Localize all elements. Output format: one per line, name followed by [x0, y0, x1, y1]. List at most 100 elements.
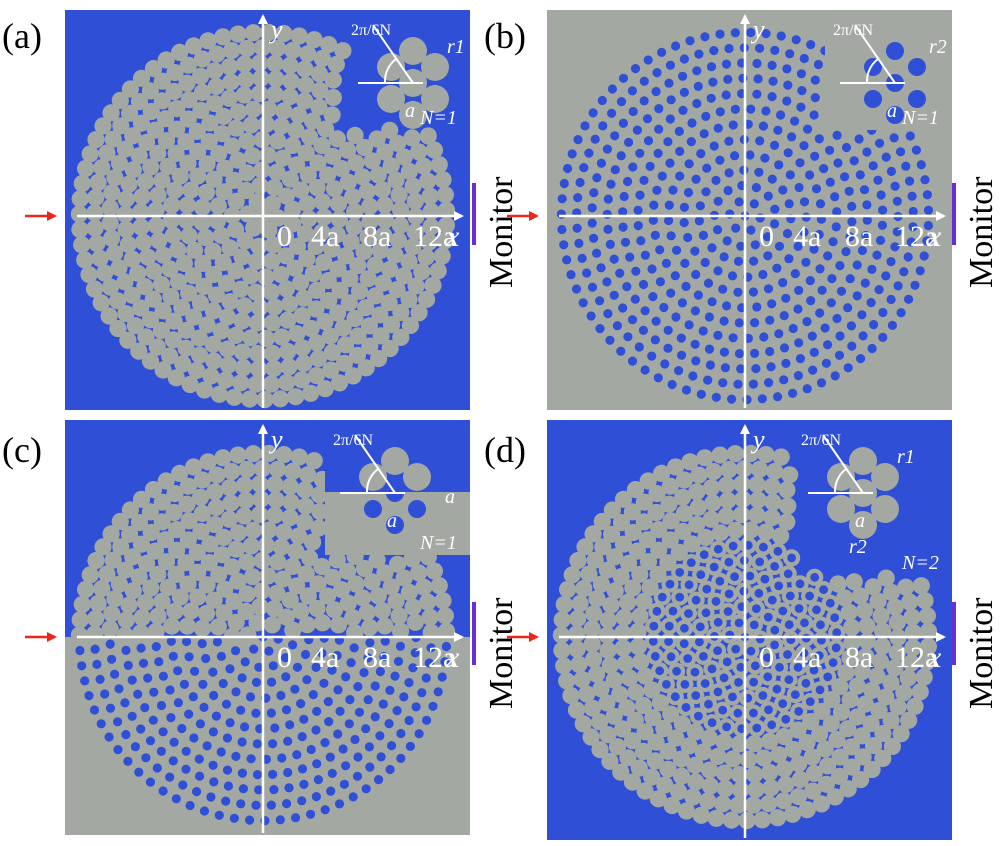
lattice-site — [395, 641, 405, 651]
lattice-site — [266, 298, 284, 316]
lattice-site — [410, 564, 428, 582]
lattice-site — [86, 625, 104, 643]
lattice-site — [584, 525, 602, 543]
lattice-site — [875, 235, 886, 245]
lattice-site — [803, 124, 813, 134]
lattice-site — [281, 672, 291, 682]
lattice-site — [153, 493, 171, 511]
lattice-site — [141, 82, 159, 100]
inset-site — [408, 500, 426, 518]
lattice-site — [181, 746, 191, 756]
lattice-site — [168, 651, 178, 661]
lattice-site — [890, 242, 900, 252]
lattice-site — [319, 166, 337, 184]
lattice-site — [697, 528, 715, 547]
lattice-site — [683, 232, 693, 243]
lattice-site — [922, 190, 933, 200]
lattice-site — [324, 568, 342, 586]
lattice-site — [359, 270, 377, 288]
lattice-hole — [815, 685, 825, 695]
lattice-hole — [724, 557, 734, 567]
lattice-site — [260, 521, 278, 539]
lattice-site — [365, 762, 375, 772]
lattice-site — [602, 596, 620, 614]
lattice-site — [748, 287, 759, 297]
lattice-hole — [754, 588, 764, 598]
lattice-site — [862, 147, 872, 157]
lattice-site — [638, 279, 649, 290]
lattice-site — [655, 245, 665, 255]
lattice-site — [77, 159, 95, 178]
lattice-site — [346, 658, 356, 668]
lattice-site — [715, 764, 734, 782]
lattice-site — [305, 31, 323, 49]
lattice-site — [886, 294, 896, 305]
inset-ray — [854, 24, 896, 84]
lattice-hole — [778, 699, 788, 708]
lattice-site — [238, 39, 256, 58]
lattice-site — [339, 141, 357, 159]
lattice-site — [376, 752, 386, 762]
lattice-site — [746, 225, 756, 235]
lattice-site — [569, 610, 587, 628]
lattice-site — [181, 375, 199, 394]
lattice-site — [227, 119, 245, 137]
lattice-site — [605, 239, 615, 249]
lattice-site — [906, 697, 924, 715]
lattice-site — [661, 477, 680, 495]
lattice-site — [180, 512, 198, 530]
lattice-hole — [755, 557, 765, 567]
lattice-site — [257, 329, 275, 347]
lattice-hole — [809, 665, 819, 675]
lattice-site — [677, 298, 688, 308]
lattice-site — [636, 723, 654, 741]
lattice-site — [235, 476, 254, 494]
lattice-site — [912, 577, 930, 595]
lattice-site — [363, 653, 373, 663]
lattice-hole — [648, 636, 658, 646]
lattice-site — [797, 86, 807, 96]
lattice-site — [153, 171, 171, 189]
lattice-site — [843, 618, 861, 637]
lattice-site — [334, 42, 352, 60]
lattice-site — [399, 692, 409, 702]
lattice-site — [103, 605, 121, 623]
lattice-hole — [767, 595, 777, 605]
lattice-hole — [794, 604, 804, 613]
lattice-hole — [722, 722, 731, 732]
lattice-site — [116, 205, 134, 223]
lattice-site — [555, 595, 573, 614]
lattice-site — [848, 708, 866, 726]
lattice-site — [709, 141, 719, 151]
lattice-site — [80, 266, 98, 284]
lattice-site — [918, 607, 937, 625]
lattice-site — [233, 248, 251, 266]
lattice-site — [790, 116, 800, 126]
lattice-site — [680, 258, 690, 268]
lattice-site — [112, 117, 130, 135]
lattice-site — [659, 760, 677, 778]
lattice-site — [179, 154, 197, 172]
lattice-site — [87, 610, 105, 628]
lattice-site — [229, 446, 247, 464]
lattice-site — [157, 51, 175, 69]
lattice-site — [852, 771, 870, 789]
lattice-site — [650, 335, 660, 345]
lattice-site — [70, 205, 88, 223]
lattice-site — [888, 613, 906, 631]
lattice-site — [605, 335, 615, 345]
lattice-site — [229, 572, 247, 590]
lattice-site — [149, 687, 159, 697]
lattice-site — [237, 768, 247, 778]
x-tick-label: 4a — [793, 641, 821, 674]
lattice-site — [345, 695, 355, 705]
lattice-site — [810, 75, 820, 85]
lattice-site — [718, 284, 728, 294]
lattice-site — [231, 751, 241, 762]
lattice-hole — [783, 569, 793, 579]
lattice-site — [836, 589, 854, 607]
lattice-site — [235, 507, 253, 525]
lattice-site — [799, 227, 809, 237]
